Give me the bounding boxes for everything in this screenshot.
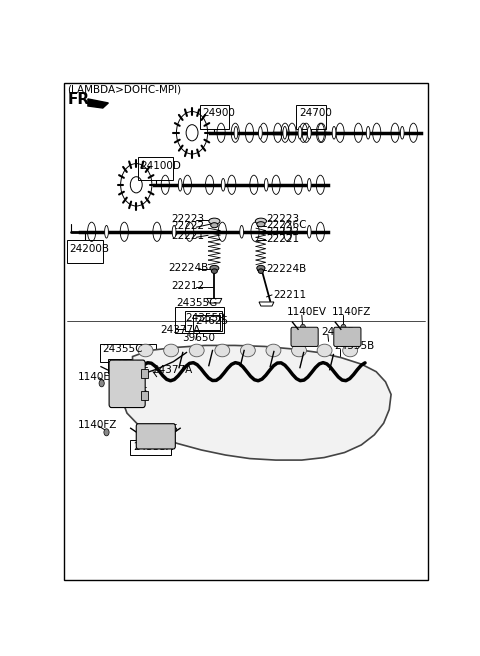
Ellipse shape (164, 344, 179, 357)
Text: 24377A: 24377A (160, 325, 201, 335)
Text: 22212: 22212 (172, 281, 205, 291)
Ellipse shape (307, 127, 311, 139)
Text: 24355C: 24355C (102, 344, 143, 354)
Ellipse shape (291, 344, 306, 357)
Text: 22224B: 22224B (266, 264, 306, 274)
Text: FR.: FR. (67, 92, 96, 108)
Ellipse shape (211, 269, 217, 274)
Text: 24377A: 24377A (152, 365, 192, 375)
Ellipse shape (210, 266, 219, 271)
Ellipse shape (240, 344, 255, 357)
Ellipse shape (317, 344, 332, 357)
Ellipse shape (259, 127, 262, 139)
Ellipse shape (366, 127, 370, 139)
Text: 24625: 24625 (195, 316, 228, 326)
Ellipse shape (332, 127, 336, 139)
Ellipse shape (343, 344, 358, 357)
Ellipse shape (258, 269, 264, 274)
Text: (LAMBDA>DOHC-MPI): (LAMBDA>DOHC-MPI) (67, 85, 181, 95)
Ellipse shape (264, 178, 268, 191)
Circle shape (99, 380, 104, 387)
Text: 24625: 24625 (115, 387, 148, 397)
Text: 1140EV: 1140EV (78, 372, 118, 382)
Ellipse shape (234, 127, 238, 139)
Ellipse shape (215, 344, 230, 357)
FancyBboxPatch shape (109, 360, 145, 407)
Ellipse shape (307, 226, 311, 238)
Ellipse shape (211, 222, 218, 228)
Bar (141, 369, 148, 378)
Ellipse shape (307, 178, 311, 191)
Text: 22222: 22222 (172, 221, 205, 231)
Text: 24625: 24625 (145, 424, 178, 434)
Polygon shape (207, 298, 222, 303)
Text: 24355G: 24355G (177, 298, 218, 308)
Text: 22222: 22222 (266, 227, 299, 237)
FancyBboxPatch shape (291, 327, 318, 346)
Text: 24625: 24625 (322, 327, 355, 337)
Text: 22221: 22221 (266, 234, 299, 244)
Bar (141, 391, 148, 400)
Ellipse shape (283, 127, 287, 139)
Bar (100, 344, 156, 361)
Text: 24355A: 24355A (133, 442, 174, 453)
Polygon shape (88, 99, 108, 108)
Ellipse shape (209, 218, 220, 224)
Bar (193, 315, 220, 330)
Ellipse shape (138, 344, 153, 357)
Text: 1140FZ: 1140FZ (78, 420, 117, 430)
Ellipse shape (298, 127, 302, 139)
Text: 24200B: 24200B (69, 245, 109, 255)
Text: 22223: 22223 (266, 214, 299, 224)
Bar (296, 105, 326, 129)
Ellipse shape (105, 226, 108, 238)
Text: 24355B: 24355B (335, 341, 375, 352)
Bar (130, 440, 171, 455)
Text: 22224B: 22224B (168, 262, 208, 273)
Ellipse shape (221, 178, 225, 191)
Bar (200, 105, 229, 129)
Text: 24700: 24700 (299, 108, 332, 118)
Ellipse shape (257, 266, 265, 271)
Bar (175, 307, 224, 333)
Bar (67, 240, 103, 263)
Text: 24900: 24900 (203, 108, 235, 118)
Ellipse shape (266, 344, 281, 357)
Polygon shape (259, 302, 274, 306)
Ellipse shape (178, 178, 182, 191)
FancyBboxPatch shape (334, 327, 361, 346)
Text: 24355R: 24355R (186, 313, 226, 323)
Text: 22226C: 22226C (266, 220, 307, 230)
Circle shape (341, 324, 346, 331)
Bar (185, 311, 222, 331)
Ellipse shape (255, 218, 266, 224)
Text: 39650: 39650 (182, 333, 215, 343)
Text: 1140FZ: 1140FZ (332, 307, 371, 317)
Polygon shape (122, 346, 391, 460)
Text: 22211: 22211 (273, 290, 306, 300)
Text: 1140EV: 1140EV (287, 307, 327, 317)
Bar (138, 157, 173, 180)
Ellipse shape (240, 226, 243, 238)
Ellipse shape (400, 127, 404, 139)
Text: 24355L: 24355L (109, 359, 148, 369)
Text: 24100D: 24100D (140, 161, 181, 171)
Ellipse shape (189, 344, 204, 357)
FancyBboxPatch shape (136, 424, 175, 449)
Text: 22221: 22221 (172, 232, 205, 241)
Ellipse shape (172, 226, 176, 238)
Ellipse shape (257, 222, 265, 227)
Circle shape (104, 429, 109, 436)
Bar (108, 359, 152, 373)
Text: 22223: 22223 (172, 214, 205, 224)
Circle shape (300, 324, 305, 331)
